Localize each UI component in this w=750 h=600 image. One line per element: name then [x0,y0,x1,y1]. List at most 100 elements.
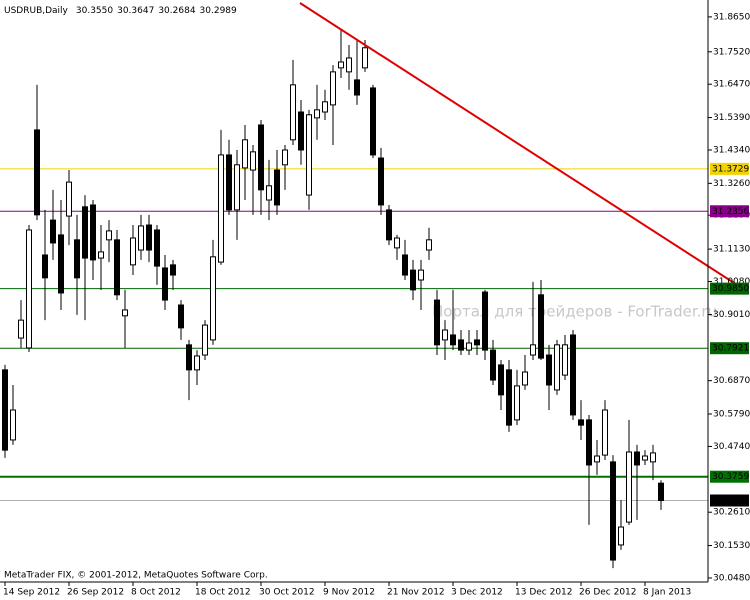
candle-body [546,354,552,386]
candle-body [490,349,496,381]
candle-body [562,344,568,376]
candle-body [58,234,64,294]
level-line-label: 30.3759 [712,472,749,482]
candle-body [74,239,80,279]
candle-body [506,369,512,426]
candle-body [170,264,176,276]
y-tick-label: 31.4340 [713,145,750,155]
candle-body [538,294,544,359]
candle-body [418,269,424,281]
candle-body [658,482,664,502]
x-tick-label: 26 Dec 2012 [579,588,637,598]
level-line-label: 31.3729 [712,164,749,174]
level-line-label: 31.2356 [712,207,749,217]
current-price-label: 30.2989 [712,496,749,506]
candle-body [410,269,416,291]
candle-body [610,461,616,561]
candle-body [122,309,128,317]
candle-body [338,61,344,69]
candle-body [266,185,272,201]
candle-body [138,225,144,251]
candle-body [146,224,152,251]
candle-body [322,101,328,113]
x-tick-label: 18 Oct 2012 [195,588,251,598]
x-tick-label: 14 Sep 2012 [3,588,60,598]
candle-body [626,451,632,523]
symbol: USDRUB,Daily [4,6,69,16]
candle-body [306,114,312,196]
x-tick-label: 21 Nov 2012 [387,588,445,598]
candle-body [26,229,32,349]
candle-body [594,455,600,463]
level-line-label-box [710,205,749,218]
candle-body [178,304,184,329]
candle-body [98,251,104,259]
candle-body [186,344,192,371]
x-tick-label: 3 Dec 2012 [451,588,503,598]
candle-body [458,339,464,351]
candle-body [346,57,352,73]
candle-body [154,229,160,267]
y-tick-label: 30.4740 [713,442,750,452]
y-tick-label: 30.6870 [713,376,750,386]
candle-body [226,154,232,211]
x-tick-label: 30 Oct 2012 [259,588,315,598]
current-price-box [710,494,749,507]
level-line-label: 30.9850 [712,284,749,294]
y-tick-label: 31.3260 [713,179,750,189]
candle-body [282,149,288,166]
candle-body [586,419,592,466]
candle-body [10,409,16,441]
candle-body [466,342,472,351]
candle-body [290,84,296,141]
candle-body [386,209,392,241]
candle-body [578,419,584,426]
candle-body [362,47,368,69]
chart-header: USDRUB,Daily 30.3550 30.3647 30.2684 30.2989 [4,6,237,16]
candle-body [442,329,448,341]
x-tick-label: 8 Oct 2012 [131,588,181,598]
candle-body [274,169,280,206]
candle-body [634,451,640,466]
candle-body [162,267,168,301]
candle-body [2,369,8,451]
candle-body [50,219,56,244]
candle-body [602,409,608,456]
candle-body [250,151,256,171]
y-tick-label: 31.6470 [713,80,750,90]
y-tick-label: 31.0080 [713,277,750,287]
y-tick-label: 31.1130 [713,245,750,255]
y-tick-label: 30.5790 [713,410,750,420]
candle-body [314,109,320,119]
candle-body [554,344,560,391]
level-line-label-box [710,282,749,295]
trendline [299,2,746,291]
candle-body [482,291,488,351]
candle-body [242,139,248,169]
y-tick-label: 31.5390 [713,113,750,123]
y-tick-label: 30.0480 [713,573,750,583]
copyright: MetaTrader FIX, © 2001-2012, MetaQuotes … [4,571,268,581]
candle-body [202,324,208,356]
candle-body [498,364,504,396]
candle-body [130,237,136,266]
level-line-label-box [710,342,749,355]
level-line-label-box [710,470,749,483]
candle-body [394,237,400,249]
candle-body [474,339,480,346]
candle-body [514,385,520,421]
x-tick-label: 9 Nov 2012 [323,588,375,598]
candle-body [90,204,96,261]
y-tick-label: 30.1530 [713,541,750,551]
candle-body [434,299,440,346]
candle-body [82,206,88,259]
candles [2,29,664,569]
candle-body [570,334,576,416]
y-tick-label: 31.7520 [713,47,750,57]
candle-body [18,319,24,339]
candle-body [426,239,432,251]
x-tick-label: 13 Dec 2012 [515,588,573,598]
x-tick-label: 26 Sep 2012 [67,588,124,598]
header-open: 30.3550 [76,6,113,16]
